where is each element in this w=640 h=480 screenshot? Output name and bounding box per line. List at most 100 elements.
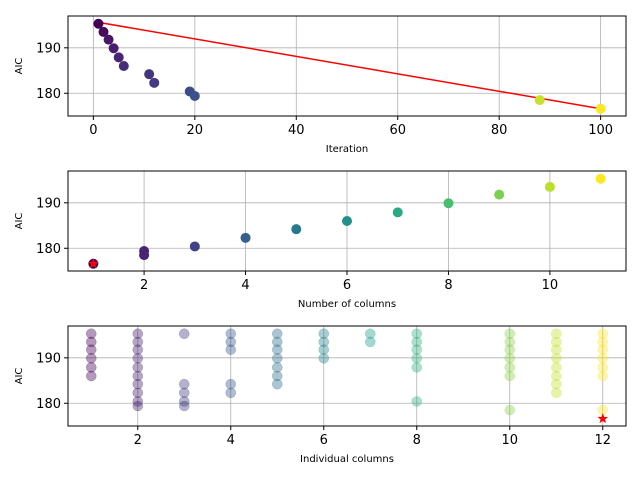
scatter-point <box>86 370 97 382</box>
scatter-point <box>86 353 97 364</box>
scatter-point <box>179 396 190 407</box>
scatter-point <box>103 34 114 45</box>
x-tick-label: 8 <box>444 278 452 293</box>
x-tick-label: 10 <box>501 433 518 448</box>
scatter-point <box>318 328 329 339</box>
scatter-point <box>132 328 143 339</box>
scatter-point <box>411 362 422 373</box>
scatter-point <box>551 344 562 355</box>
scatter-point <box>551 387 562 399</box>
scatter-point <box>365 328 376 339</box>
scatter-point <box>494 189 505 200</box>
scatter-point <box>595 173 606 184</box>
x-axis-label: Individual columns <box>300 454 394 465</box>
scatter-point <box>272 370 283 382</box>
scatter-point <box>225 387 236 399</box>
data-points <box>93 18 606 114</box>
scatter-point <box>225 336 236 348</box>
scatter-point <box>86 344 97 355</box>
scatter-point <box>595 103 606 114</box>
scatter-point <box>179 400 190 412</box>
scatter-point <box>411 336 422 348</box>
scatter-point <box>272 336 283 348</box>
scatter-point <box>365 336 376 348</box>
scatter-point <box>411 353 422 364</box>
scatter-point <box>504 336 515 348</box>
scatter-point <box>225 328 236 339</box>
scatter-point <box>86 328 97 339</box>
scatter-point <box>597 370 608 382</box>
scatter-point <box>139 246 150 256</box>
x-tick-label: 4 <box>241 278 249 293</box>
scatter-point <box>93 18 104 29</box>
scatter-point <box>132 378 143 390</box>
x-tick-label: 80 <box>491 123 508 138</box>
x-tick-label: 100 <box>588 123 613 138</box>
scatter-point <box>318 336 329 348</box>
x-tick-label: 2 <box>134 433 142 448</box>
data-points <box>86 328 608 424</box>
scatter-point <box>272 344 283 355</box>
best-star-marker <box>88 258 99 269</box>
y-tick-label: 180 <box>36 397 61 412</box>
scatter-point <box>392 207 403 218</box>
x-tick-label: 2 <box>140 278 148 293</box>
scatter-point <box>318 344 329 355</box>
x-tick-label: 0 <box>89 123 97 138</box>
scatter-point <box>504 344 515 355</box>
x-tick-label: 40 <box>288 123 305 138</box>
scatter-point <box>132 353 143 364</box>
x-tick-label: 6 <box>320 433 328 448</box>
scatter-point <box>132 396 143 407</box>
scatter-point <box>86 336 97 348</box>
scatter-point <box>272 362 283 373</box>
scatter-point <box>86 362 97 373</box>
scatter-point <box>132 362 143 373</box>
scatter-point <box>551 328 562 339</box>
scatter-point <box>443 198 454 209</box>
scatter-point <box>189 241 200 252</box>
scatter-point <box>597 344 608 355</box>
x-axis-label: Number of columns <box>298 299 396 310</box>
scatter-point <box>411 328 422 339</box>
scatter-point <box>504 362 515 373</box>
scatter-point <box>132 387 143 399</box>
best-star-marker <box>597 413 608 424</box>
scatter-point <box>597 353 608 364</box>
scatter-point <box>342 216 352 226</box>
y-axis-label: AIC <box>14 368 25 385</box>
scatter-point <box>504 370 515 382</box>
scatter-point <box>551 378 562 390</box>
scatter-point <box>551 370 562 382</box>
x-tick-label: 8 <box>413 433 421 448</box>
data-points <box>88 173 606 269</box>
scatter-point <box>132 336 143 348</box>
axes-frame <box>67 15 627 117</box>
scatter-point <box>504 328 515 339</box>
scatter-point <box>113 52 124 63</box>
trend-line <box>98 21 601 110</box>
y-axis-label: AIC <box>14 58 25 75</box>
scatter-point <box>179 378 190 390</box>
y-tick-label: 190 <box>36 351 61 366</box>
scatter-point <box>597 328 608 339</box>
scatter-point <box>534 95 545 106</box>
scatter-point <box>179 387 190 399</box>
scatter-point <box>597 336 608 348</box>
scatter-point <box>291 224 302 235</box>
scatter-point <box>272 328 283 339</box>
scatter-point <box>149 77 160 88</box>
chart-aic-vs-iteration: 0 20 40 60 80 100 180 190 Iteration AIC <box>14 15 627 155</box>
scatter-point <box>504 353 515 364</box>
x-tick-label: 4 <box>227 433 235 448</box>
scatter-point <box>225 378 236 390</box>
scatter-point <box>132 400 143 412</box>
scatter-point <box>189 91 200 101</box>
x-tick-label: 12 <box>594 433 611 448</box>
scatter-point <box>544 181 555 192</box>
y-tick-label: 190 <box>36 196 61 211</box>
scatter-point <box>504 404 515 416</box>
x-tick-label: 10 <box>542 278 559 293</box>
chart-aic-vs-number-of-columns: 2 4 6 8 10 180 190 Number of columns AIC <box>14 170 627 310</box>
